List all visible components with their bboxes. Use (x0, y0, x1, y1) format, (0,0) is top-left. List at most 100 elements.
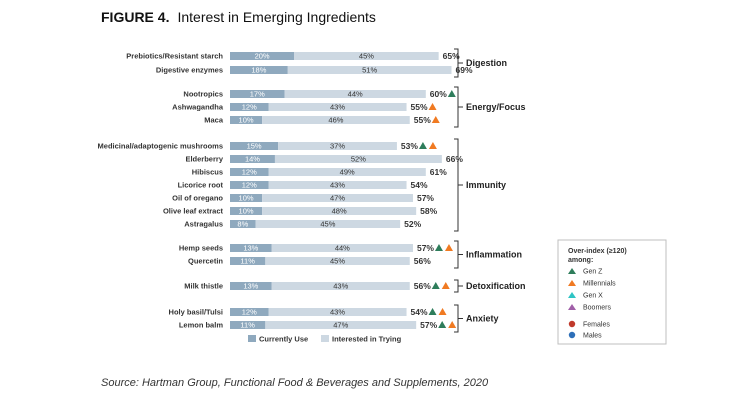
overindex-item-label: Gen X (583, 293, 603, 300)
bar-interested (271, 244, 413, 252)
bar-interested (262, 194, 413, 202)
data-label-current: 10% (239, 207, 254, 216)
total-label: 69% (455, 65, 472, 75)
category-label: Olive leaf extract (163, 207, 224, 216)
bar-interested (287, 66, 452, 74)
legend-swatch-currently-use (248, 335, 256, 342)
bar-currently-use (230, 181, 269, 189)
bar-interested (278, 142, 397, 150)
bar-interested (262, 207, 417, 215)
bar-currently-use (230, 308, 269, 316)
category-label: Astragalus (184, 220, 223, 229)
overindex-marker-gen_z (418, 142, 427, 149)
overindex-marker-gen_z (434, 244, 443, 251)
bar-interested (274, 155, 442, 163)
category-label: Ashwagandha (172, 103, 224, 112)
data-label-current: 20% (255, 52, 270, 61)
bar-interested (268, 168, 426, 176)
total-label: 65% (443, 51, 460, 61)
legend-label-interested: Interested in Trying (332, 335, 402, 344)
circle-icon (568, 331, 576, 339)
total-label: 55% (414, 115, 431, 125)
group-bracket (454, 138, 459, 232)
data-label-current: 12% (242, 181, 257, 190)
data-label-current: 14% (245, 155, 260, 164)
category-label: Milk thistle (184, 282, 223, 291)
group-label: Immunity (466, 180, 506, 190)
figure-title: Interest in Emerging Ingredients (177, 9, 375, 25)
overindex-legend-box: Over-index (≥120) among: Gen Z Millennials G… (557, 239, 667, 345)
bar-currently-use (230, 90, 285, 98)
total-label: 61% (430, 167, 447, 177)
bar-currently-use (230, 66, 288, 74)
category-label: Hemp seeds (179, 244, 223, 253)
bar-interested (262, 116, 410, 124)
bar-interested (271, 282, 410, 290)
data-label-current: 10% (239, 116, 254, 125)
figure-label: FIGURE 4. Interest in Emerging Ingredien… (101, 9, 376, 26)
group-label: Energy/Focus (466, 102, 526, 112)
triangle-icon (568, 280, 576, 286)
group-label: Anxiety (466, 314, 499, 324)
category-label: Elderberry (185, 155, 223, 164)
bar-interested (268, 103, 407, 111)
category-label: Hibiscus (192, 168, 223, 177)
category-label: Nootropics (183, 90, 223, 99)
source-note: Source: Hartman Group, Functional Food &… (101, 377, 489, 389)
data-label-current: 10% (239, 194, 254, 203)
legend-swatch-interested (321, 335, 329, 342)
total-label: 55% (411, 102, 428, 112)
bar-currently-use (230, 52, 295, 60)
total-label: 58% (420, 206, 437, 216)
overindex-title: Over-index (≥120) (568, 248, 627, 255)
overindex-box-frame (557, 239, 667, 345)
overindex-marker-millennials (444, 244, 453, 251)
total-label: 54% (411, 307, 428, 317)
total-label: 53% (401, 141, 418, 151)
overindex-marker-millennials (441, 282, 450, 289)
groups-layer: Digestion Energy/Focus Immunity Inflammatio… (454, 48, 526, 333)
data-label-interested: 49% (340, 168, 355, 177)
total-label: 56% (414, 256, 431, 266)
data-label-current: 12% (242, 308, 257, 317)
bar-currently-use (230, 103, 269, 111)
data-label-current: 18% (251, 66, 266, 75)
bar-interested (294, 52, 439, 60)
overindex-item-label: Males (583, 333, 602, 340)
category-label: Lemon balm (179, 321, 224, 330)
group-bracket (454, 86, 459, 128)
category-label: Prebiotics/Resistant starch (126, 52, 223, 61)
bars-layer: Prebiotics/Resistant starch 20% 45% 65% Dige… (98, 51, 473, 330)
total-label: 66% (446, 154, 463, 164)
overindex-marker-millennials (438, 308, 447, 315)
bar-interested (268, 181, 407, 189)
data-label-interested: 52% (351, 155, 366, 164)
category-label: Maca (204, 116, 224, 125)
triangle-icon (568, 292, 576, 298)
data-label-current: 12% (242, 103, 257, 112)
data-label-interested: 45% (320, 220, 335, 229)
data-label-current: 13% (243, 282, 258, 291)
bar-currently-use (230, 282, 272, 290)
total-label: 54% (411, 180, 428, 190)
overindex-item-label: Millennials (583, 281, 616, 288)
data-label-current: 8% (237, 220, 248, 229)
data-label-interested: 43% (330, 103, 345, 112)
data-label-interested: 44% (335, 244, 350, 253)
bar-currently-use (230, 142, 279, 150)
category-label: Quercetin (188, 257, 223, 266)
overindex-item-label: Females (583, 322, 610, 329)
total-label: 60% (430, 89, 447, 99)
total-label: 56% (414, 281, 431, 291)
bar-interested (268, 308, 407, 316)
data-label-interested: 47% (333, 321, 348, 330)
data-label-interested: 48% (332, 207, 347, 216)
bar-currently-use (230, 207, 263, 215)
bar-currently-use (230, 116, 263, 124)
total-label: 57% (420, 320, 437, 330)
data-label-interested: 43% (330, 181, 345, 190)
data-label-interested: 44% (348, 90, 363, 99)
data-label-interested: 45% (359, 52, 374, 61)
overindex-marker-millennials (431, 116, 440, 123)
